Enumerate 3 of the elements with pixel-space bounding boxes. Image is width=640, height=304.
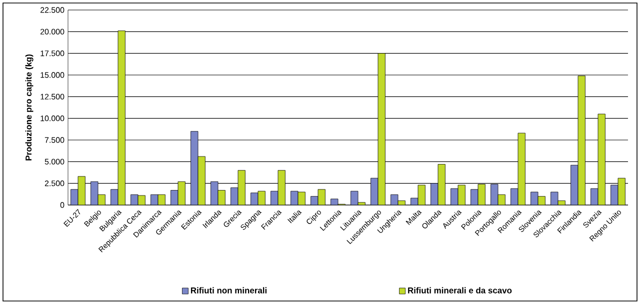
y-axis-title: Produzione pro capite (kg)	[25, 54, 34, 160]
legend-label: Rifiuti non minerali	[190, 287, 267, 294]
legend-label: Rifiuti minerali e da scavo	[408, 287, 512, 294]
